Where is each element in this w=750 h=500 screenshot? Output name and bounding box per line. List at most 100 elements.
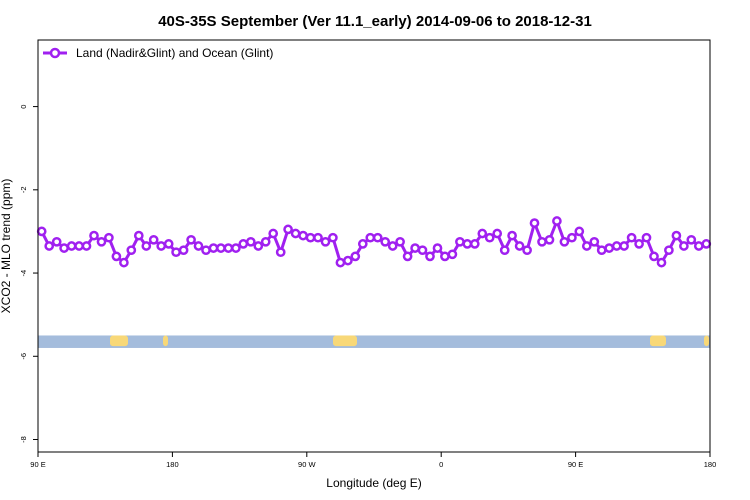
x-tick-label: 0	[439, 460, 443, 469]
data-point	[387, 241, 398, 251]
series-line	[40, 219, 707, 265]
data-point	[298, 230, 308, 241]
data-point	[402, 251, 413, 262]
data-point	[417, 245, 428, 256]
data-point	[574, 226, 585, 237]
plot-frame	[37, 39, 711, 453]
data-point	[499, 245, 510, 256]
data-point	[656, 257, 667, 268]
data-point	[522, 245, 532, 256]
y-tick-label: -8	[19, 436, 28, 443]
data-point	[455, 236, 465, 247]
data-point	[156, 241, 167, 251]
data-point	[51, 236, 62, 247]
data-point	[186, 234, 196, 245]
data-point	[686, 234, 697, 245]
x-tick-label: 180	[166, 460, 179, 469]
data-point	[604, 243, 615, 253]
legend: Land (Nadir&Glint) and Ocean (Glint)	[43, 46, 273, 60]
data-point	[268, 228, 279, 239]
data-point	[216, 243, 226, 253]
data-point	[619, 241, 629, 251]
y-tick-label: 0	[19, 105, 28, 109]
data-point	[447, 249, 458, 260]
data-point	[529, 218, 540, 228]
y-axis-ticks: 0 -2 -4 -6 -8	[19, 105, 38, 443]
data-point	[163, 239, 174, 249]
data-point	[201, 245, 211, 256]
data-point	[537, 236, 547, 247]
data-point	[440, 251, 450, 262]
data-point	[81, 241, 92, 251]
land-patch-south-america	[333, 335, 357, 347]
x-tick-label: 180	[704, 460, 717, 469]
data-point	[59, 243, 69, 253]
x-axis-label: Longitude (deg E)	[326, 476, 421, 490]
data-point	[477, 228, 488, 239]
data-point	[111, 251, 122, 262]
data-point	[626, 232, 637, 243]
chart-title: 40S-35S September (Ver 11.1_early) 2014-…	[158, 13, 592, 30]
data-point	[589, 236, 600, 247]
data-point	[141, 241, 152, 251]
data-point	[223, 243, 234, 253]
data-point	[596, 245, 607, 256]
y-tick-label: -2	[19, 186, 28, 193]
land-patch-australia	[110, 335, 128, 347]
data-point	[283, 224, 293, 235]
legend-marker-swatch	[49, 47, 61, 59]
data-point	[567, 232, 577, 243]
data-point	[671, 230, 682, 241]
data-point	[89, 230, 99, 241]
series-line-layer	[40, 219, 707, 265]
data-point	[432, 243, 443, 253]
data-point	[208, 243, 219, 253]
land-ocean-band	[38, 335, 710, 348]
data-point	[320, 236, 331, 247]
data-point	[74, 241, 84, 251]
data-point	[581, 241, 592, 251]
y-tick-label: -6	[19, 353, 28, 360]
data-point	[36, 226, 47, 237]
data-point	[171, 247, 181, 258]
data-point	[484, 232, 495, 243]
data-point	[290, 228, 301, 239]
x-axis-ticks: 90 E 180 90 W 0 90 E 180	[30, 452, 716, 469]
data-point	[395, 236, 405, 247]
y-tick-label: -4	[19, 270, 28, 277]
data-point	[634, 239, 644, 249]
land-patch-new-zealand	[163, 335, 168, 347]
data-point	[559, 236, 570, 247]
data-point	[313, 232, 323, 243]
data-point	[231, 243, 241, 253]
x-tick-label: 90 E	[568, 460, 583, 469]
data-point	[335, 257, 346, 268]
data-point	[104, 232, 114, 243]
data-point	[701, 239, 712, 249]
data-point	[193, 241, 204, 251]
data-point	[514, 241, 525, 251]
data-point	[253, 241, 264, 251]
data-point	[133, 230, 144, 241]
data-point	[275, 247, 286, 258]
data-point	[372, 232, 383, 243]
data-point	[238, 239, 249, 249]
x-tick-label: 90 E	[30, 460, 45, 469]
data-point	[462, 239, 473, 249]
data-point	[365, 232, 376, 243]
data-point	[552, 216, 562, 226]
legend-label: Land (Nadir&Glint) and Ocean (Glint)	[76, 46, 273, 60]
data-point	[328, 232, 338, 243]
y-axis-label: XCO2 - MLO trend (ppm)	[0, 179, 13, 314]
data-point	[425, 251, 435, 262]
data-point	[693, 241, 704, 251]
series-points	[36, 216, 712, 268]
data-point	[679, 241, 689, 251]
data-point	[245, 236, 256, 247]
data-point	[119, 257, 129, 268]
data-point	[350, 251, 361, 262]
data-point	[507, 230, 517, 241]
data-point	[544, 234, 555, 245]
data-point	[260, 236, 271, 247]
